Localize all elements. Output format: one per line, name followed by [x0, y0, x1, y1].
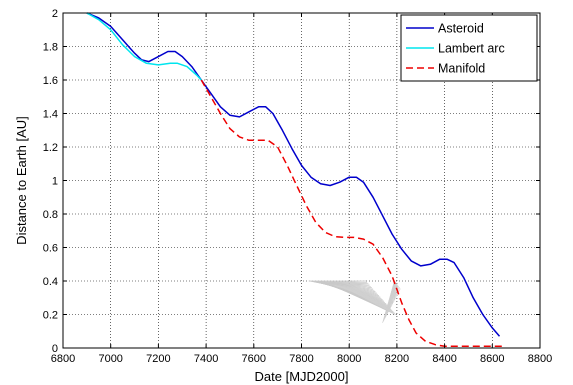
- y-tick-label: 0: [52, 343, 58, 355]
- y-tick-label: 1: [52, 176, 58, 188]
- legend-label: Asteroid: [438, 22, 484, 36]
- y-tick-label: 1.4: [43, 109, 58, 121]
- legend: Asteroid Lambert arc Manifold: [400, 14, 538, 82]
- fan-line: [394, 280, 401, 290]
- x-tick-label: 7600: [242, 353, 266, 365]
- legend-label: Lambert arc: [438, 42, 505, 56]
- series-line-lambert-arc: [86, 12, 202, 81]
- x-tick-label: 8600: [480, 353, 504, 365]
- y-axis-label: Distance to Earth [AU]: [14, 116, 29, 245]
- axis-ticks: 6800 7000 7200 7400 7600 7800 8000 8200 8400 8600…: [43, 8, 553, 365]
- fan-line: [344, 286, 396, 315]
- series-line-manifold: [200, 79, 502, 348]
- y-tick-label: 0.4: [43, 276, 58, 288]
- x-tick-label: 7800: [289, 353, 313, 365]
- x-tick-label: 8800: [528, 353, 552, 365]
- series-line-asteroid: [86, 12, 501, 337]
- x-tick-label: 6800: [51, 353, 75, 365]
- y-tick-label: 0.8: [43, 209, 58, 221]
- x-tick-label: 7000: [98, 353, 122, 365]
- y-tick-label: 1.2: [43, 142, 58, 154]
- y-tick-label: 1.8: [43, 42, 58, 54]
- y-tick-label: 1.6: [43, 75, 58, 87]
- x-axis-label: Date [MJD2000]: [255, 369, 349, 384]
- x-tick-label: 7400: [194, 353, 218, 365]
- x-tick-label: 8400: [432, 353, 456, 365]
- fan-line: [332, 284, 396, 315]
- legend-label: Manifold: [438, 62, 485, 76]
- x-tick-label: 8200: [385, 353, 409, 365]
- y-tick-label: 2: [52, 8, 58, 20]
- y-tick-label: 0.2: [43, 310, 58, 322]
- series-lines: [86, 12, 502, 348]
- x-tick-label: 7200: [146, 353, 170, 365]
- y-tick-label: 0.6: [43, 243, 58, 255]
- x-tick-label: 8000: [337, 353, 361, 365]
